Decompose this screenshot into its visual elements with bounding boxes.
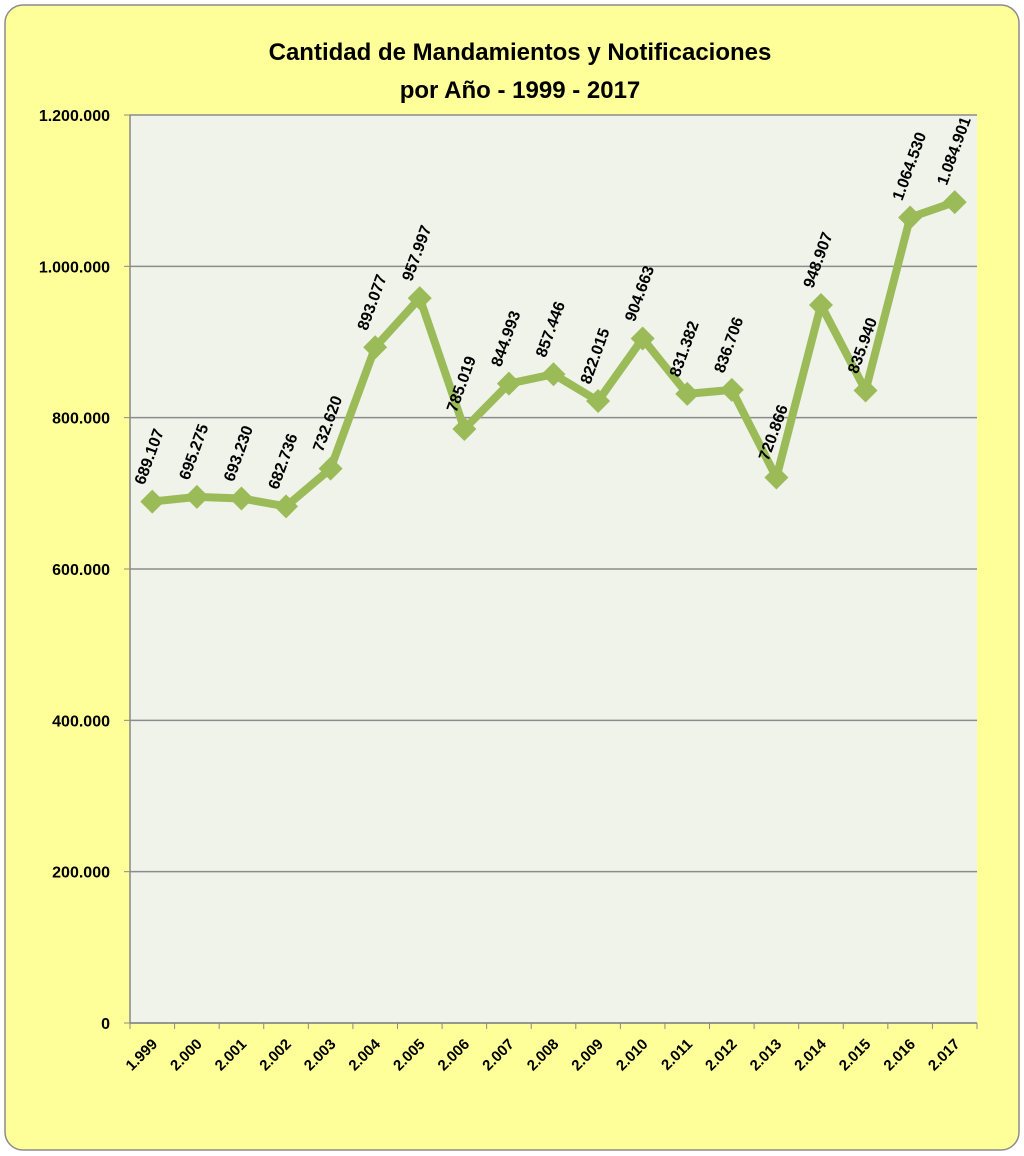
chart-title: Cantidad de Mandamientos y Notificacione… xyxy=(269,39,772,66)
data-marker xyxy=(184,484,209,509)
data-marker xyxy=(808,292,833,317)
data-marker xyxy=(586,389,611,414)
data-marker xyxy=(407,286,432,311)
data-marker xyxy=(853,378,878,403)
data-marker xyxy=(541,362,566,387)
y-tick-label: 400.000 xyxy=(52,713,110,730)
data-marker xyxy=(496,371,521,396)
data-marker xyxy=(140,489,165,514)
data-marker xyxy=(719,377,744,402)
y-tick-label: 1.200.000 xyxy=(39,108,110,125)
data-marker xyxy=(942,190,967,215)
data-marker xyxy=(274,494,299,519)
y-tick-label: 200.000 xyxy=(52,865,110,882)
data-marker xyxy=(898,205,923,230)
y-tick-label: 0 xyxy=(101,1016,110,1033)
chart-title: por Año - 1999 - 2017 xyxy=(400,77,641,104)
data-marker xyxy=(229,486,254,511)
y-tick-label: 600.000 xyxy=(52,562,110,579)
y-tick-label: 1.000.000 xyxy=(39,259,110,276)
data-marker xyxy=(318,456,343,481)
data-marker xyxy=(675,381,700,406)
data-marker xyxy=(452,417,477,442)
y-tick-label: 800.000 xyxy=(52,411,110,428)
data-marker xyxy=(764,465,789,490)
data-marker xyxy=(630,326,655,351)
data-marker xyxy=(363,335,388,360)
